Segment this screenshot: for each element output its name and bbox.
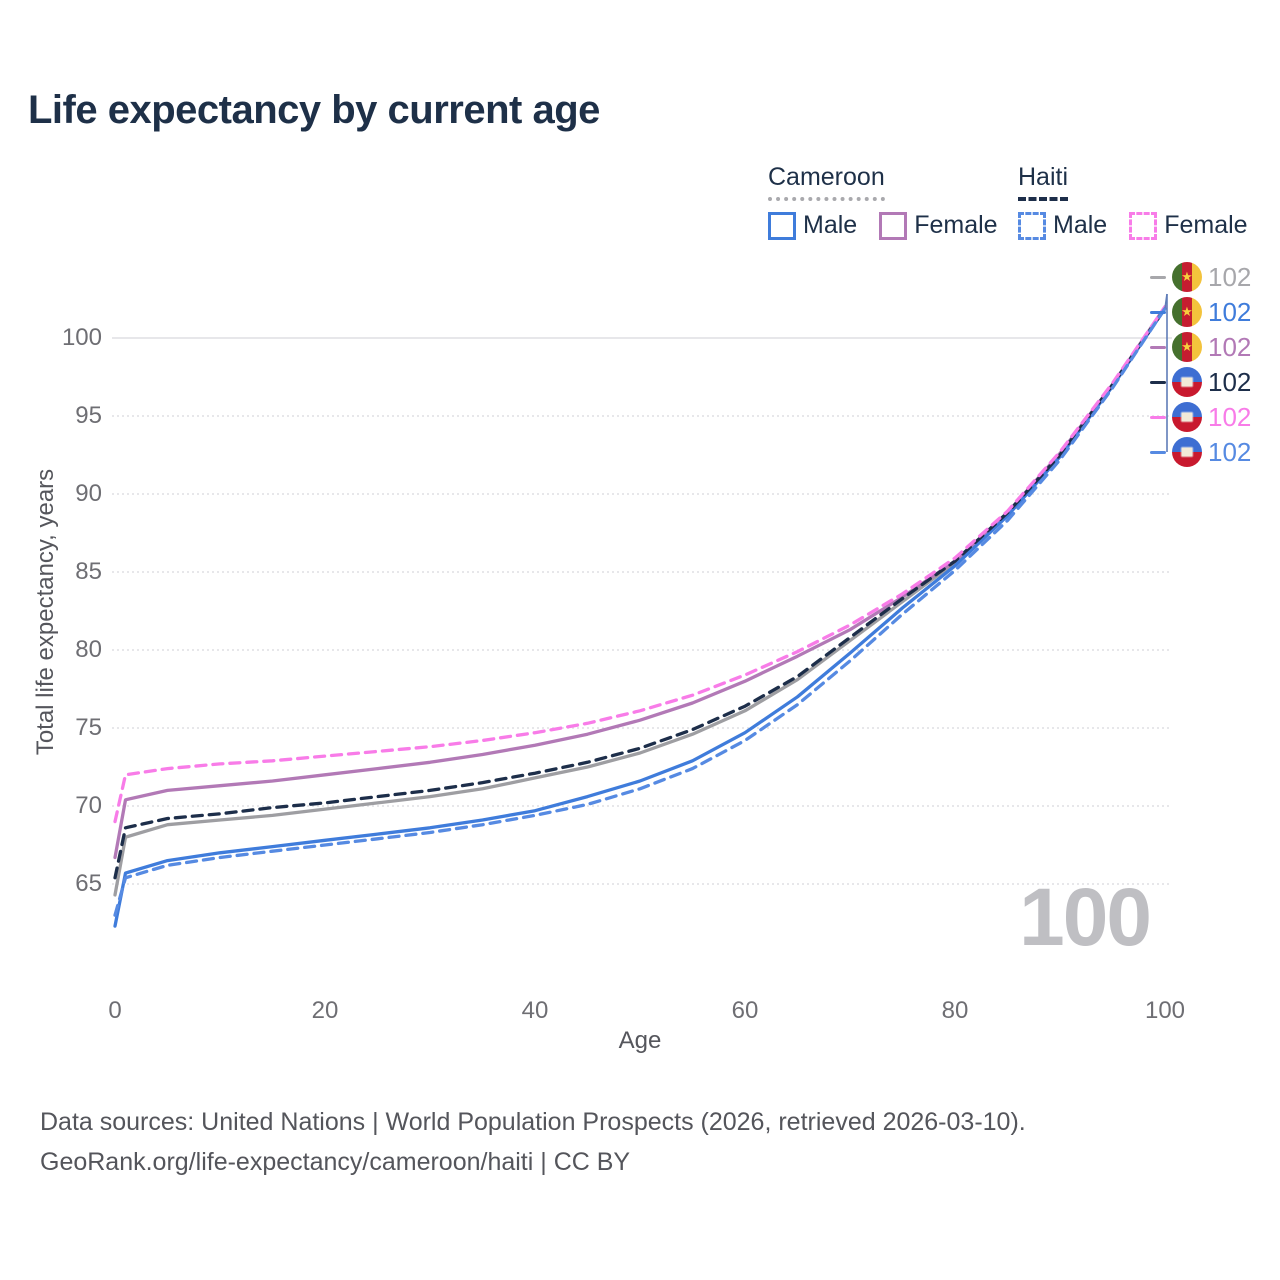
- leader-stub: [1150, 415, 1166, 419]
- x-axis-title: Age: [618, 1027, 662, 1054]
- cameroon-male-swatch-icon: [768, 211, 796, 240]
- x-tick-label: 40: [521, 997, 549, 1024]
- legend-row-haiti: Male Female: [1018, 211, 1248, 240]
- legend-group-haiti: Haiti Male Female: [1018, 163, 1248, 240]
- y-tick-label: 85: [75, 558, 102, 585]
- end-value: 102: [1208, 366, 1252, 397]
- haiti-flag-icon: [1172, 402, 1202, 432]
- end-label-cameroon-total: 102: [1150, 262, 1251, 292]
- y-tick-label: 90: [75, 480, 102, 507]
- legend-item-label: Female: [1164, 211, 1248, 239]
- y-tick-label: 65: [75, 870, 102, 897]
- end-label-haiti-total: 102: [1150, 367, 1251, 397]
- haiti-female-swatch-icon: [1129, 211, 1158, 240]
- leader-stub: [1150, 345, 1166, 349]
- x-tick-label: 100: [1144, 997, 1186, 1024]
- end-value: 102: [1208, 436, 1252, 467]
- legend-item-label: Male: [803, 211, 858, 239]
- y-tick-label: 80: [75, 636, 102, 663]
- end-value: 102: [1208, 331, 1252, 362]
- y-tick-label: 100: [61, 324, 102, 351]
- y-tick-label: 70: [75, 792, 102, 819]
- x-tick-label: 80: [941, 997, 969, 1024]
- y-tick-label: 95: [75, 402, 102, 429]
- cameroon-flag-icon: [1172, 297, 1202, 327]
- cameroon-female-swatch-icon: [879, 211, 908, 240]
- y-axis-title: Total life expectancy, years: [32, 468, 59, 756]
- end-label-cameroon-male: 102: [1150, 297, 1251, 327]
- end-label-cameroon-female: 102: [1150, 332, 1251, 362]
- haiti-male-swatch-icon: [1018, 211, 1046, 240]
- legend-group-cameroon: Cameroon Male Female: [768, 163, 998, 240]
- legend-item-haiti-female[interactable]: Female: [1129, 211, 1248, 240]
- legend-country-haiti: Haiti: [1018, 163, 1069, 201]
- legend-row-cameroon: Male Female: [768, 211, 998, 240]
- leader-stub: [1150, 380, 1166, 384]
- cameroon-flag-icon: [1172, 332, 1202, 362]
- y-tick-label: 75: [75, 714, 102, 741]
- leader-stub: [1150, 310, 1166, 314]
- data-sources-text: Data sources: United Nations | World Pop…: [40, 1108, 1026, 1136]
- end-label-haiti-female: 102: [1150, 402, 1251, 432]
- x-tick-label: 0: [108, 997, 122, 1024]
- end-value: 102: [1208, 296, 1252, 327]
- end-value: 102: [1208, 401, 1252, 432]
- haiti-flag-icon: [1172, 437, 1202, 467]
- attribution-text: GeoRank.org/life-expectancy/cameroon/hai…: [40, 1148, 631, 1176]
- legend-country-cameroon: Cameroon: [768, 163, 885, 201]
- x-tick-label: 20: [311, 997, 339, 1024]
- legend-item-label: Female: [914, 211, 998, 239]
- leader-stub: [1150, 450, 1166, 454]
- age-counter-watermark: 100: [1019, 872, 1152, 963]
- end-value: 102: [1208, 261, 1252, 292]
- cameroon-flag-icon: [1172, 262, 1202, 292]
- legend-item-cameroon-male[interactable]: Male: [768, 211, 857, 240]
- leader-stub: [1150, 275, 1166, 279]
- page-title: Life expectancy by current age: [28, 88, 600, 132]
- legend-item-haiti-male[interactable]: Male: [1018, 211, 1107, 240]
- legend-item-cameroon-female[interactable]: Female: [879, 211, 998, 240]
- x-tick-label: 60: [731, 997, 759, 1024]
- haiti-flag-icon: [1172, 367, 1202, 397]
- end-label-haiti-male: 102: [1150, 437, 1251, 467]
- legend-item-label: Male: [1053, 211, 1108, 239]
